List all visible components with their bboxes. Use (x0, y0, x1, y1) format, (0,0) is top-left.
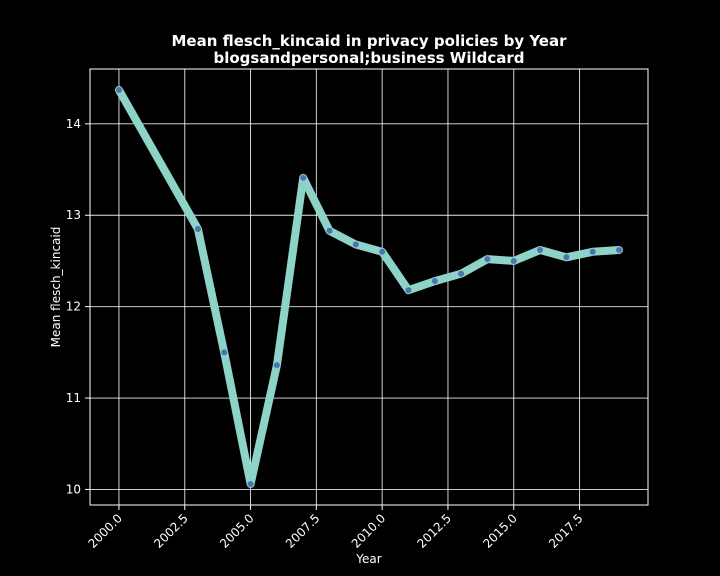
data-point (352, 241, 359, 248)
chart-title-line-1: Mean flesch_kincaid in privacy policies … (171, 32, 567, 50)
data-point (300, 174, 307, 181)
x-axis-label: Year (355, 552, 381, 566)
y-tick-label: 14 (66, 117, 81, 131)
y-tick-label: 12 (66, 300, 81, 314)
y-tick-label: 13 (66, 208, 81, 222)
series-layer (115, 86, 623, 488)
data-point (221, 349, 228, 356)
data-point (405, 287, 412, 294)
y-tick-labels: 10 11 12 13 14 (66, 117, 90, 496)
data-point (273, 362, 280, 369)
y-axis-label: Mean flesch_kincaid (49, 227, 63, 348)
data-point (194, 225, 201, 232)
data-point (326, 227, 333, 234)
grid-layer (90, 69, 648, 505)
data-point (563, 254, 570, 261)
series-line (115, 86, 623, 488)
data-point (537, 246, 544, 253)
data-point (247, 480, 254, 487)
data-point (484, 256, 491, 263)
data-point (510, 257, 517, 264)
plot-frame (89, 68, 649, 506)
chart-title-line-2: blogsandpersonal;business Wildcard (213, 49, 524, 67)
data-point (431, 278, 438, 285)
data-point (379, 248, 386, 255)
data-point (589, 248, 596, 255)
y-tick-label: 10 (66, 482, 81, 496)
y-tick-label: 11 (66, 391, 81, 405)
data-point (616, 246, 623, 253)
data-point (458, 270, 465, 277)
data-point (115, 87, 122, 94)
